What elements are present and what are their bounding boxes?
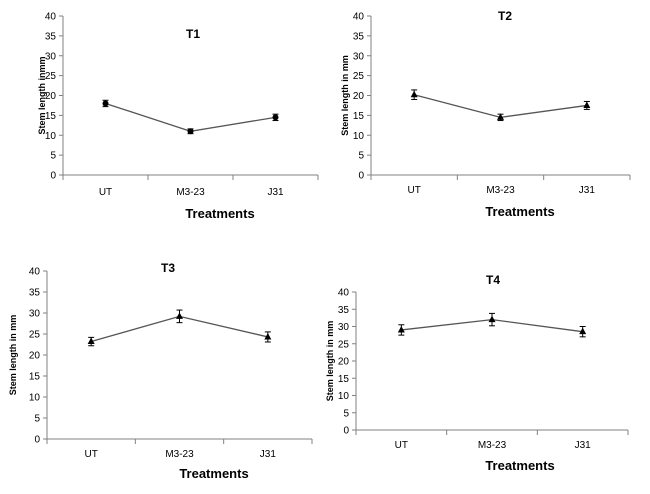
y-tick-label: 10	[353, 131, 365, 142]
y-tick-label: 15	[353, 111, 365, 122]
data-point	[87, 337, 95, 345]
x-tick-label: M3-23	[486, 185, 515, 196]
x-tick-label: UT	[395, 440, 408, 451]
y-tick-label: 15	[338, 374, 350, 385]
x-tick-label: UT	[99, 187, 112, 198]
x-tick-label: M3-23	[165, 449, 194, 460]
y-axis-label: Stem length in mm	[325, 321, 335, 402]
y-tick-label: 10	[45, 131, 57, 142]
chart-panel-1: 0 5 10 15 20 25 30 35 40 UT M3-23 J31 T1 Treatments St…	[37, 12, 319, 221]
x-axis-label: Treatments	[185, 206, 254, 221]
y-tick-label: 0	[358, 171, 364, 182]
y-tick-label: 40	[45, 12, 57, 23]
data-point	[497, 113, 504, 120]
y-tick-label: 10	[29, 393, 41, 404]
y-tick-label: 25	[338, 339, 350, 350]
y-tick-label: 5	[34, 414, 40, 425]
data-point	[102, 100, 109, 107]
y-tick-label: 15	[45, 111, 57, 122]
y-tick-label: 25	[45, 71, 57, 82]
y-tick-label: 30	[338, 322, 350, 333]
chart-title: T4	[486, 273, 500, 287]
y-tick-label: 25	[29, 330, 41, 341]
y-tick-label: 20	[29, 351, 41, 362]
y-axis-label: Stem length in mm	[8, 315, 18, 396]
y-tick-label: 5	[358, 151, 364, 162]
data-point	[410, 90, 418, 98]
x-tick-label: UT	[84, 449, 97, 460]
data-point	[272, 114, 279, 121]
x-tick-label: UT	[407, 185, 420, 196]
y-tick-label: 0	[34, 435, 40, 446]
y-tick-label: 40	[353, 12, 365, 23]
chart-title: T2	[498, 9, 512, 23]
y-tick-label: 35	[45, 31, 57, 42]
x-tick-label: J31	[267, 187, 284, 198]
y-tick-label: 15	[29, 372, 41, 383]
y-tick-label: 20	[338, 357, 350, 368]
y-tick-label: 20	[353, 91, 365, 102]
x-tick-label: J31	[260, 449, 277, 460]
x-tick-label: J31	[579, 185, 596, 196]
y-tick-label: 40	[338, 288, 350, 299]
y-axis-label: Stem length inmm	[37, 56, 47, 134]
y-tick-label: 40	[29, 267, 41, 278]
y-tick-label: 5	[343, 408, 349, 419]
x-tick-label: M3-23	[478, 440, 507, 451]
y-tick-label: 35	[29, 288, 41, 299]
y-tick-label: 35	[353, 31, 365, 42]
data-point	[264, 332, 272, 340]
y-tick-label: 0	[50, 171, 56, 182]
x-axis-label: Treatments	[485, 458, 554, 473]
data-point	[488, 315, 496, 323]
series-line	[105, 102, 276, 132]
chart-panel-3: 0 5 10 15 20 25 30 35 40 UT M3-23 J31 T3 Treatments St…	[8, 261, 313, 481]
x-tick-label: M3-23	[176, 187, 205, 198]
data-point	[583, 101, 591, 108]
y-tick-label: 30	[45, 51, 57, 62]
y-tick-label: 20	[45, 91, 57, 102]
chart-title: T3	[161, 261, 175, 275]
y-axis-label: Stem length in mm	[340, 55, 350, 136]
y-tick-label: 10	[338, 391, 350, 402]
chart-panel-2: 0 5 10 15 20 25 30 35 40 UT M3-23 J31 T2 Treatments St…	[340, 9, 631, 219]
x-axis-label: Treatments	[485, 204, 554, 219]
chart-panel-4: 0 5 10 15 20 25 30 35 40 UT M3-23 J31 T4 Treatments St…	[325, 273, 629, 473]
x-axis-label: Treatments	[179, 466, 248, 481]
y-tick-label: 30	[29, 309, 41, 320]
data-point	[579, 327, 587, 335]
y-tick-label: 5	[50, 151, 56, 162]
data-point	[187, 128, 194, 135]
x-tick-label: J31	[575, 440, 592, 451]
y-tick-label: 0	[343, 426, 349, 437]
data-point	[397, 325, 405, 333]
y-tick-label: 30	[353, 51, 365, 62]
y-tick-label: 35	[338, 305, 350, 316]
data-point	[176, 312, 183, 319]
y-tick-label: 25	[353, 71, 365, 82]
chart-title: T1	[186, 27, 200, 41]
